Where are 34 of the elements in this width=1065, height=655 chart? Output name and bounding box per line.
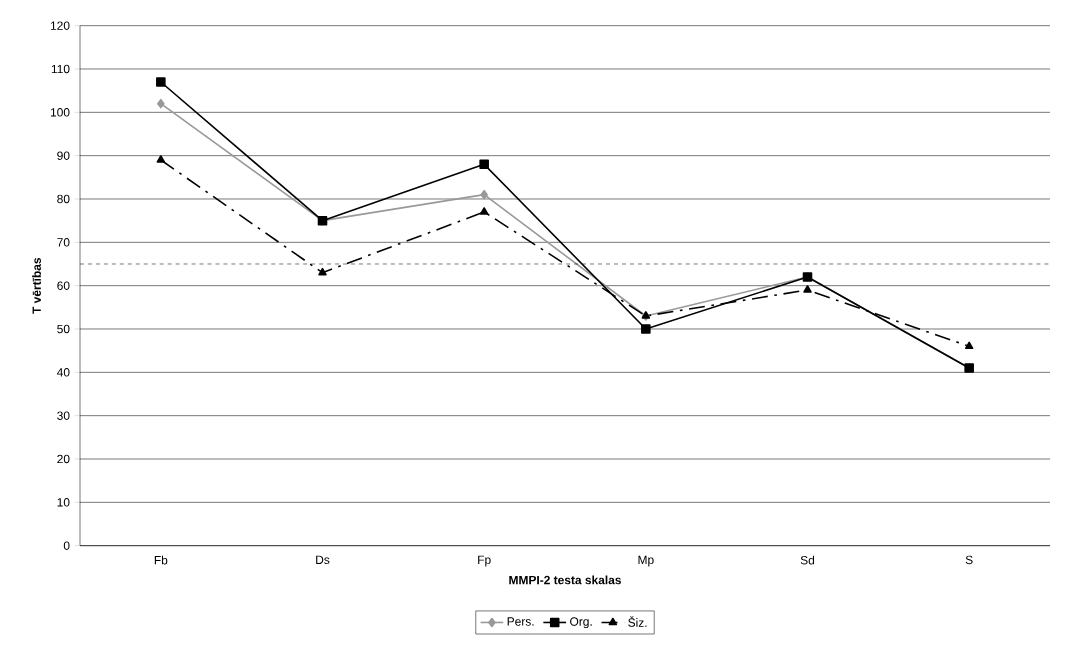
point	[480, 189, 488, 200]
point	[157, 98, 165, 109]
y-tick-label: 60	[57, 281, 70, 290]
y-tick-label: 120	[50, 21, 70, 30]
x-tick-label: Sd	[800, 555, 815, 565]
y-tick-label: 10	[57, 498, 70, 507]
y-axis-title: T vērtības	[32, 257, 41, 314]
point	[964, 341, 974, 350]
y-tick-label: 40	[56, 368, 70, 377]
y-tick-label: 110	[51, 64, 70, 74]
y-tick-label: 0	[63, 541, 70, 550]
x-axis-title: MMPI-2 testa skalas	[509, 575, 621, 585]
y-tick-label: 100	[50, 108, 70, 117]
y-tick-label: 80	[57, 194, 70, 204]
y-tick-label: 30	[57, 411, 70, 420]
x-tick-label: Fb	[154, 555, 168, 565]
y-tick-label: 90	[57, 151, 70, 160]
point	[479, 159, 489, 170]
point	[641, 324, 651, 334]
y-tick-label: 20	[57, 454, 70, 464]
point	[479, 207, 489, 215]
x-tick-label: S	[965, 555, 973, 565]
y-tick-label: 70	[57, 238, 70, 247]
point	[156, 155, 166, 163]
legend-label: Šiz.	[628, 616, 647, 627]
point	[156, 77, 166, 87]
point	[318, 267, 327, 276]
x-tick-label: Mp	[638, 555, 654, 567]
y-tick-label: 50	[57, 324, 70, 334]
x-tick-label: Ds	[316, 555, 330, 565]
legend-label: Org.	[570, 617, 592, 629]
point	[803, 285, 812, 293]
legend-label: Pers.	[507, 617, 534, 626]
x-tick-label: Fp	[478, 555, 491, 567]
